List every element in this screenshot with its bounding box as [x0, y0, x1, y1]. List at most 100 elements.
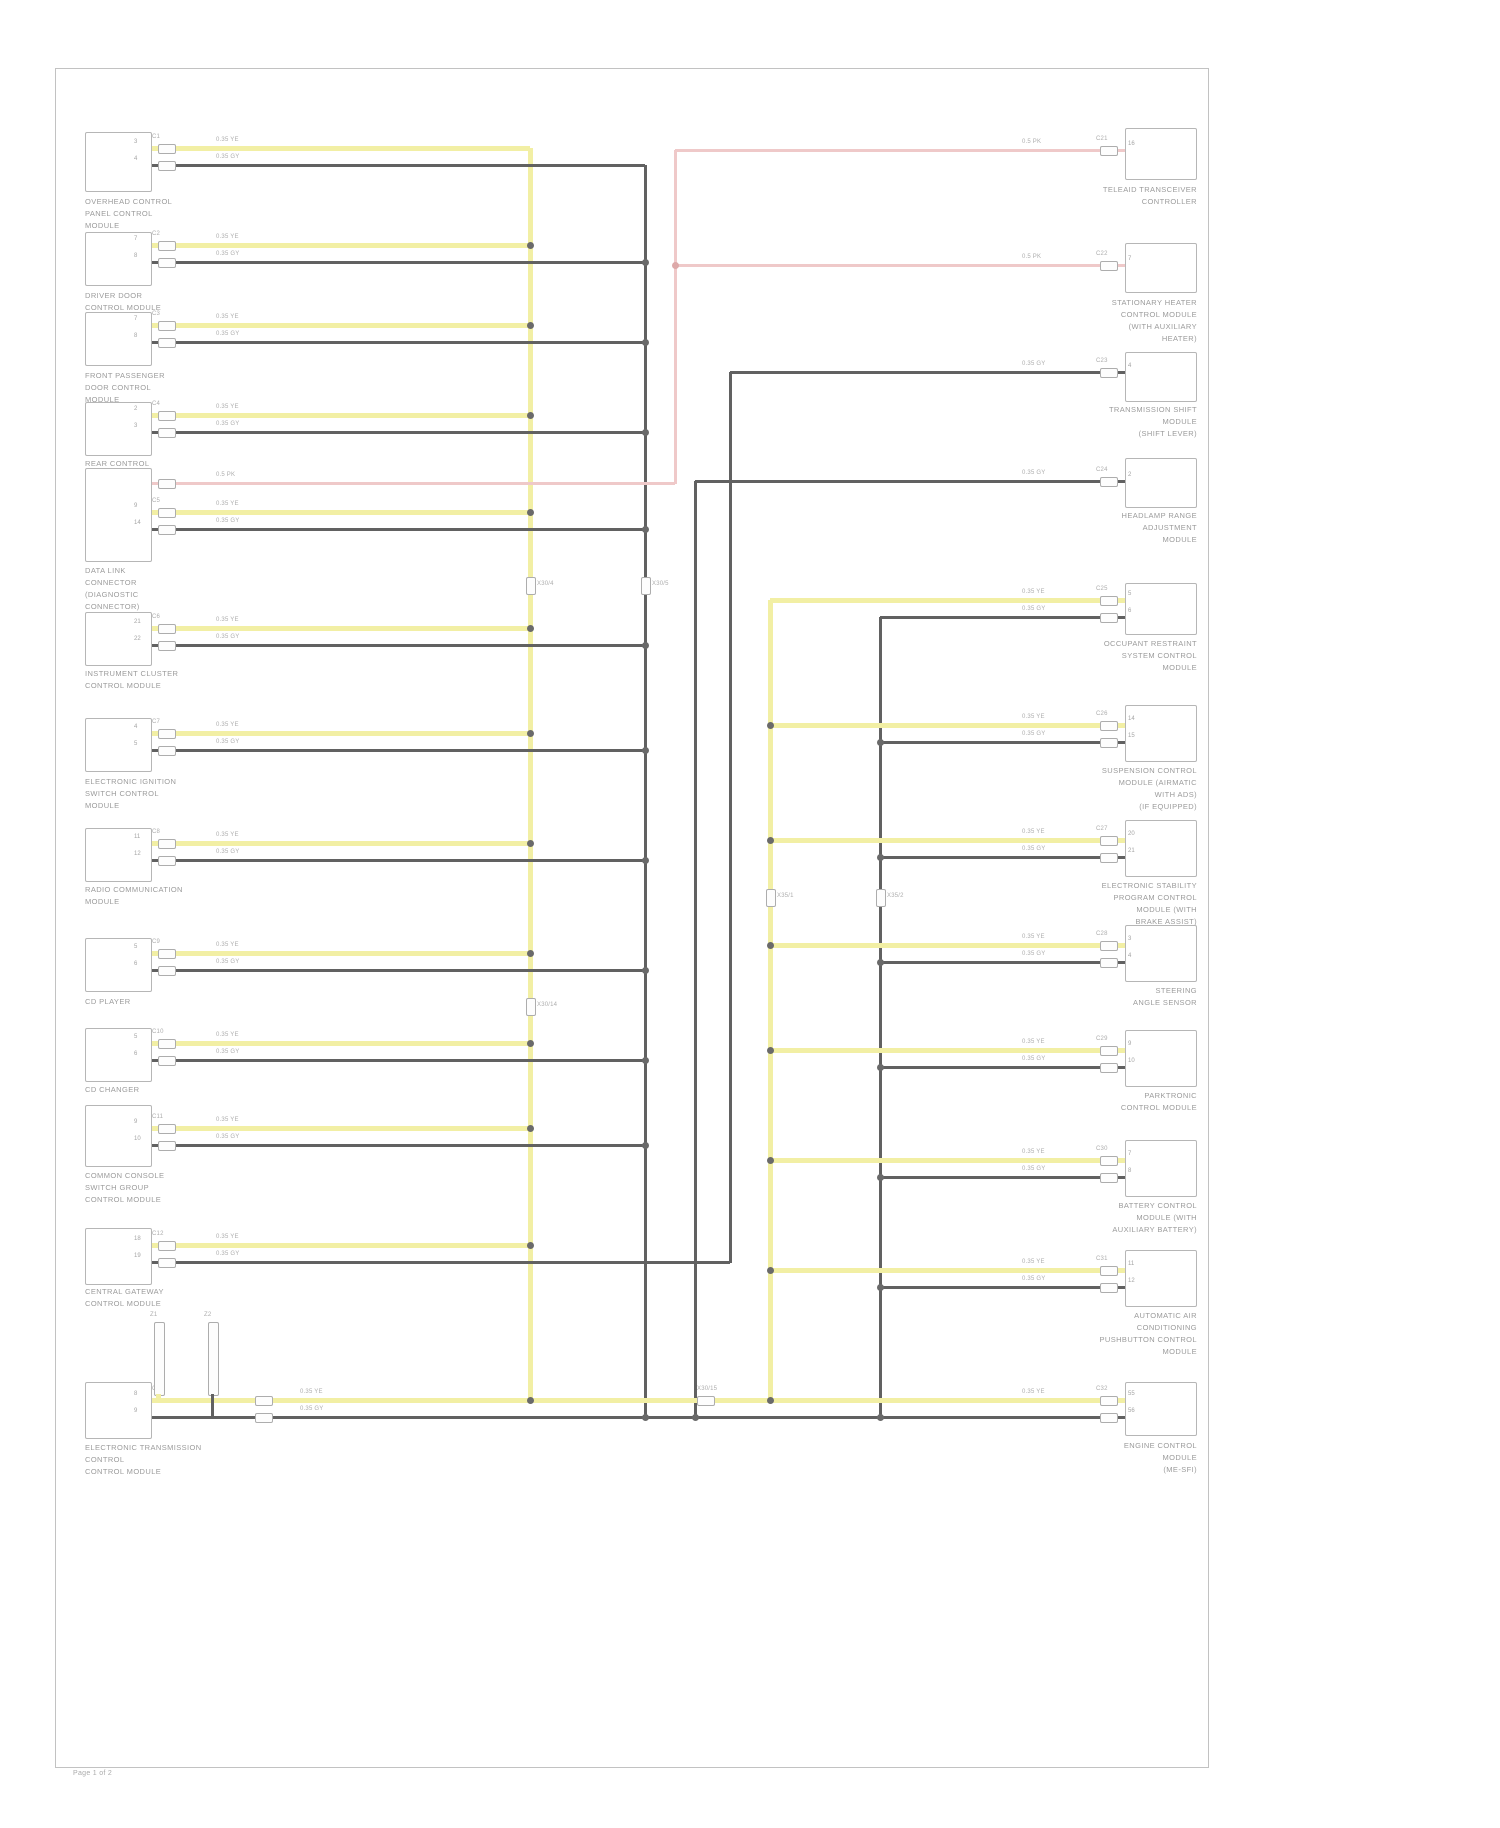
wire-can-high — [770, 943, 1125, 948]
module-label: OCCUPANT RESTRAINT SYSTEM CONTROL MODULE — [1103, 639, 1197, 672]
wire-gauge-label: X30/15 — [697, 1386, 718, 1392]
junction-dot — [526, 729, 534, 737]
junction-dot — [876, 1283, 884, 1291]
module-label: CD CHANGER — [85, 1085, 140, 1094]
module-label: RADIO COMMUNICATION MODULE — [85, 885, 183, 906]
wire-gauge-label: 0.35 YE — [1022, 829, 1045, 835]
wire-gauge-label: 0.5 PK — [1022, 139, 1042, 145]
junction-dot — [876, 1413, 884, 1421]
junction-dot — [641, 746, 649, 754]
module-box — [85, 1105, 152, 1167]
pin-label: 16 — [1128, 141, 1135, 147]
pin-label: 12 — [134, 851, 141, 857]
junction-dot — [526, 1241, 534, 1249]
wire-can-high — [150, 510, 530, 515]
pin-label: 3 — [1128, 936, 1132, 942]
inline-connector — [158, 624, 176, 634]
wire-can-low — [150, 528, 645, 531]
pin-label: 5 — [1128, 591, 1132, 597]
wire-gauge-label: C6 — [152, 614, 161, 620]
inline-connector — [158, 839, 176, 849]
wire-gauge-label: 0.35 GY — [216, 331, 240, 337]
wire-gauge-label: C1 — [152, 134, 161, 140]
pin-label: 7 — [1128, 256, 1132, 262]
wire-gauge-label: Z2 — [204, 1312, 212, 1318]
wire-can-low — [150, 749, 645, 752]
inline-connector — [1100, 1283, 1118, 1293]
wire-gauge-label: 0.35 YE — [1022, 1389, 1045, 1395]
junction-dot — [766, 721, 774, 729]
pin-label: 7 — [134, 316, 138, 322]
wire-can-low — [150, 1261, 730, 1264]
wire-can-high — [770, 723, 1125, 728]
wire-can-low — [880, 741, 1125, 744]
module-label: ENGINE CONTROL MODULE (ME-SFI) — [1123, 1441, 1197, 1474]
wire-gauge-label: C29 — [1096, 1036, 1108, 1042]
pin-label: 3 — [134, 423, 138, 429]
pin-label: 8 — [134, 253, 138, 259]
gateway-data-riser — [729, 372, 732, 1263]
wire-can-low — [880, 856, 1125, 859]
wire-gauge-label: C8 — [152, 829, 161, 835]
inline-connector — [697, 1396, 715, 1406]
inline-connector — [641, 577, 651, 595]
bus-can-c-high — [768, 600, 773, 1402]
wire-gauge-label: 0.35 YE — [216, 1234, 239, 1240]
junction-dot — [876, 738, 884, 746]
wire-gauge-label: 0.35 GY — [216, 251, 240, 257]
module-label: HEADLAMP RANGE ADJUSTMENT MODULE — [1121, 511, 1197, 544]
pin-label: 11 — [134, 834, 141, 840]
wire-can-low — [695, 480, 1125, 483]
wire-gauge-label: 0.35 YE — [1022, 1149, 1045, 1155]
wire-can-high — [150, 243, 530, 248]
wire-gauge-label: 0.35 YE — [216, 722, 239, 728]
wire-can-high — [770, 1268, 1125, 1273]
module-box — [1125, 243, 1197, 293]
inline-connector — [158, 525, 176, 535]
pin-label: 14 — [1128, 716, 1135, 722]
wire-gauge-label: C31 — [1096, 1256, 1108, 1262]
wire-can-high — [150, 731, 530, 736]
wire-can-low — [880, 1286, 1125, 1289]
pin-label: 22 — [134, 636, 141, 642]
module-label: SUSPENSION CONTROL MODULE (AIRMATIC WITH… — [1101, 766, 1197, 811]
wire-can-low — [880, 961, 1125, 964]
inline-connector — [158, 1241, 176, 1251]
inline-connector — [1100, 721, 1118, 731]
junction-dot — [526, 1039, 534, 1047]
inline-connector — [158, 161, 176, 171]
junction-dot — [641, 525, 649, 533]
pin-label: 8 — [1128, 1168, 1132, 1174]
inline-connector — [1100, 853, 1118, 863]
wire-can-low — [880, 616, 1125, 619]
junction-dot — [641, 1141, 649, 1149]
wire-can-low — [150, 1144, 645, 1147]
wire-gauge-label: 0.35 YE — [216, 314, 239, 320]
wire-gauge-label: 0.35 YE — [1022, 1259, 1045, 1265]
wire-can-low — [150, 431, 645, 434]
page-footer: Page 1 of 2 — [73, 1770, 113, 1777]
module-box — [85, 1382, 152, 1439]
junction-dot — [641, 856, 649, 864]
junction-dot — [526, 508, 534, 516]
module-label: BATTERY CONTROL MODULE (WITH AUXILIARY B… — [1112, 1201, 1197, 1234]
wire-gauge-label: 0.35 YE — [216, 942, 239, 948]
pin-label: 7 — [134, 236, 138, 242]
k-line-riser — [674, 150, 677, 484]
wire-can-high — [150, 1041, 530, 1046]
wire-gauge-label: C28 — [1096, 931, 1108, 937]
pin-label: 4 — [134, 724, 138, 730]
pin-label: 9 — [134, 1408, 138, 1414]
wire-gauge-label: 0.35 GY — [216, 1134, 240, 1140]
pin-label: 8 — [134, 333, 138, 339]
junction-dot — [526, 241, 534, 249]
inline-connector — [158, 411, 176, 421]
wire-gauge-label: 0.35 GY — [1022, 606, 1046, 612]
bus-can-b-low — [644, 165, 647, 1419]
module-box — [85, 828, 152, 882]
wire-gauge-label: 0.35 GY — [216, 1049, 240, 1055]
inline-connector — [158, 338, 176, 348]
inline-connector — [158, 479, 176, 489]
junction-dot — [766, 941, 774, 949]
inline-connector — [158, 428, 176, 438]
